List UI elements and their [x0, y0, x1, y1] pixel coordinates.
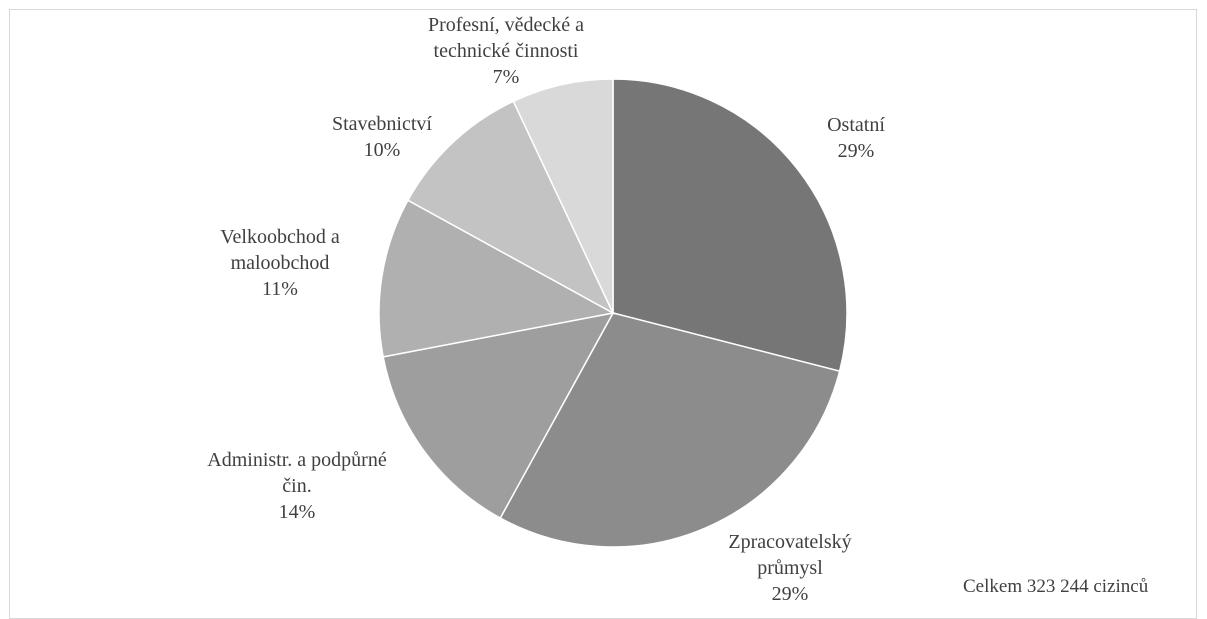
- pie-slice: [382, 311, 615, 520]
- slice-label: Velkoobchod a maloobchod 11%: [220, 226, 340, 300]
- pie-slice: [499, 312, 841, 548]
- slice-category: Administr. a podpůrné: [207, 449, 387, 471]
- pie-slice: [406, 100, 615, 315]
- slice-category: technické činnosti: [434, 40, 579, 62]
- slice-category: Stavebnictví: [332, 113, 432, 135]
- pie-slice: [612, 78, 848, 373]
- slice-category: Ostatní: [827, 114, 885, 136]
- slice-category: Zpracovatelský: [728, 531, 851, 553]
- slice-percent: 29%: [772, 583, 809, 605]
- slice-percent: 10%: [364, 139, 401, 161]
- slice-label: Zpracovatelský průmysl 29%: [728, 531, 851, 605]
- slice-category: maloobchod: [231, 252, 330, 274]
- pie-slice: [512, 78, 614, 314]
- slice-label: Stavebnictví 10%: [332, 113, 432, 161]
- slice-label: Administr. a podpůrné čin. 14%: [207, 449, 387, 523]
- slice-percent: 14%: [279, 501, 316, 523]
- slice-label: Profesní, vědecké a technické činnosti 7%: [428, 14, 584, 88]
- pie-slice: [378, 199, 616, 358]
- total-note: Celkem 323 244 cizinců: [963, 576, 1149, 597]
- slice-category: čin.: [282, 475, 311, 497]
- slice-percent: 29%: [838, 140, 875, 162]
- slice-percent: 7%: [493, 66, 520, 88]
- slice-category: Velkoobchod a: [220, 226, 340, 248]
- slice-label: Ostatní 29%: [827, 114, 885, 162]
- slice-category: Profesní, vědecké a: [428, 14, 584, 36]
- slice-category: průmysl: [757, 557, 823, 579]
- slice-percent: 11%: [262, 278, 298, 300]
